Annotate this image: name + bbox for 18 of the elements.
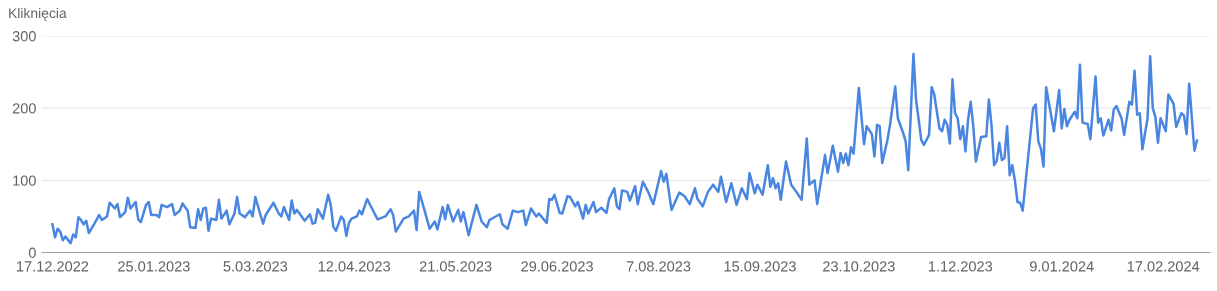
line-series (51, 52, 1199, 245)
y-tick-label: 100 (13, 175, 36, 186)
x-tick-label: 12.04.2023 (318, 261, 391, 272)
y-tick-label: 200 (12, 103, 36, 114)
y-axis-title: Kliknięcia (9, 7, 67, 21)
x-tick-label: 17.02.2024 (1127, 261, 1200, 272)
x-tick-label: 25.01.2023 (118, 261, 190, 272)
x-tick-label: 7.08.2023 (626, 261, 691, 272)
x-tick-label: 9.01.2024 (1029, 261, 1094, 272)
x-tick-label: 1.12.2023 (928, 261, 993, 272)
x-tick-label: 5.03.2023 (223, 261, 288, 272)
x-tick-label: 17.12.2022 (17, 261, 89, 272)
y-tick-label: 0 (28, 247, 36, 258)
x-tick-label: 15.09.2023 (724, 261, 796, 272)
y-tick-label: 300 (12, 31, 36, 42)
x-tick-label: 23.10.2023 (823, 261, 895, 272)
x-tick-label: 29.06.2023 (521, 261, 593, 272)
x-tick-label: 21.05.2023 (419, 261, 492, 272)
